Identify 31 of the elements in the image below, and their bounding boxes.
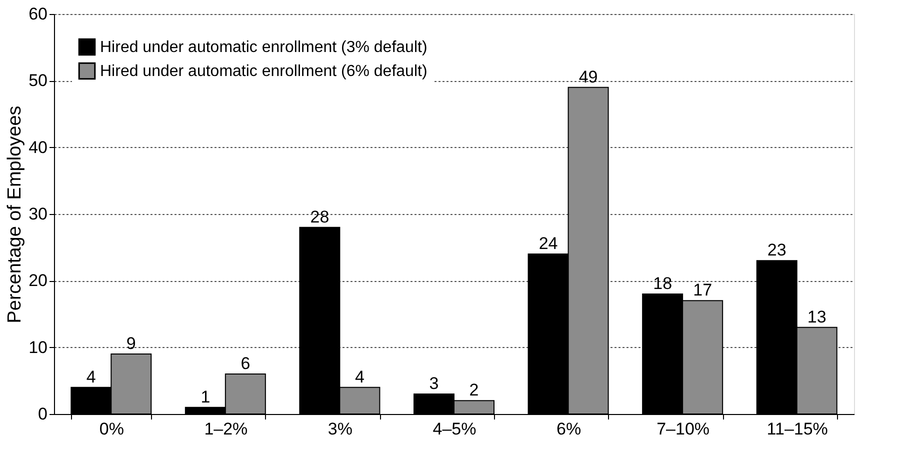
legend-label: Hired under automatic enrollment (6% default) (100, 63, 428, 80)
x-tick-label: 6% (556, 420, 582, 438)
data-label: 13 (807, 307, 826, 326)
y-tick-label: 40 (28, 138, 48, 157)
x-tick-label: 0% (99, 420, 124, 438)
y-tick-label: 60 (28, 4, 48, 24)
data-label: 6 (240, 354, 250, 373)
y-axis-title: Percentage of Employees (4, 106, 26, 324)
y-tick-label: 20 (28, 271, 48, 290)
data-label: 4 (354, 367, 364, 386)
data-label: 2 (469, 380, 479, 400)
data-label: 28 (310, 207, 330, 226)
data-label: 9 (126, 334, 136, 353)
data-label: 4 (86, 367, 96, 386)
data-label: 17 (693, 280, 712, 300)
x-tick-label: 11–15% (766, 420, 828, 438)
data-label: 1 (200, 387, 210, 406)
y-tick-label: 50 (28, 71, 48, 90)
data-label: 3 (429, 374, 439, 393)
data-label: 23 (767, 240, 786, 260)
y-tick-label: 30 (28, 204, 48, 224)
data-label: 24 (538, 234, 558, 253)
x-tick-label: 1–2% (204, 420, 248, 438)
y-tick-label: 10 (28, 338, 48, 357)
legend-label: Hired under automatic enrollment (3% default) (100, 39, 428, 56)
data-label: 49 (578, 67, 598, 86)
y-tick-label: 0 (38, 404, 48, 424)
data-label: 18 (653, 274, 672, 293)
x-tick-label: 7–10% (656, 420, 710, 438)
x-tick-label: 3% (328, 420, 353, 438)
x-tick-label: 4–5% (432, 420, 476, 438)
